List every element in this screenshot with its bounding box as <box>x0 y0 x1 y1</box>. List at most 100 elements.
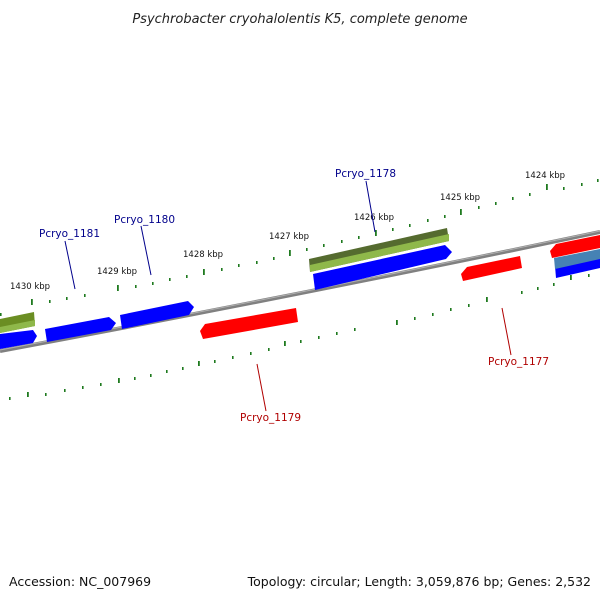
tick-minor <box>537 287 539 290</box>
scale-label-1427: 1427 kbp <box>269 232 309 242</box>
tick-minor <box>588 274 590 277</box>
tick-minor <box>150 374 152 377</box>
tick-minor <box>478 206 480 209</box>
tick-minor <box>521 291 523 294</box>
inner-tick-row <box>9 274 590 400</box>
tick-major <box>117 285 119 291</box>
tick-major <box>203 269 205 275</box>
tick-minor <box>134 377 136 380</box>
tick-minor <box>0 313 2 316</box>
tick-major <box>396 320 398 325</box>
genome-backbone <box>0 230 600 353</box>
tick-minor <box>273 257 275 260</box>
tick-minor <box>166 370 168 373</box>
tick-minor <box>354 328 356 331</box>
tick-minor <box>135 285 137 288</box>
tick-minor <box>529 193 531 196</box>
tick-minor <box>9 397 11 400</box>
tick-minor <box>318 336 320 339</box>
cds-reverse-pcryo-1179 <box>200 308 298 339</box>
scale-label-1430: 1430 kbp <box>10 282 50 292</box>
tick-major <box>27 392 29 397</box>
tick-minor <box>100 383 102 386</box>
tick-minor <box>392 228 394 231</box>
tick-major <box>284 341 286 346</box>
tick-minor <box>495 202 497 205</box>
cds-reverse-pcryo-1177 <box>461 256 522 281</box>
olive-feature-left-shade <box>0 320 35 333</box>
tick-major <box>118 378 120 383</box>
tick-minor <box>221 268 223 271</box>
scale-labels: 1430 kbp 1429 kbp 1428 kbp 1427 kbp 1426… <box>10 171 565 292</box>
tick-major <box>375 230 377 236</box>
tick-minor <box>450 308 452 311</box>
tick-minor <box>49 300 51 303</box>
cds-forward-pcryo-1180 <box>120 301 194 329</box>
tick-minor <box>256 261 258 264</box>
scale-label-1424: 1424 kbp <box>525 171 565 181</box>
tick-minor <box>300 340 302 343</box>
gene-label-pcryo-1177: Pcryo_1177 <box>488 356 549 368</box>
tick-minor <box>468 304 470 307</box>
tick-minor <box>409 224 411 227</box>
cds-forward-pcryo-1181 <box>45 317 116 342</box>
map-title: Psychrobacter cryohalolentis K5, complet… <box>132 12 467 27</box>
accession-text: Accession: NC_007969 <box>9 574 151 589</box>
tick-minor <box>66 297 68 300</box>
callout-pcryo-1180 <box>140 225 152 276</box>
tick-minor <box>186 275 188 278</box>
tick-minor <box>182 367 184 370</box>
tick-minor <box>64 389 66 392</box>
gene-label-pcryo-1178: Pcryo_1178 <box>335 168 396 180</box>
steelblue-feature-right-edge <box>554 249 600 269</box>
cds-forward-pcryo-1178 <box>313 245 452 290</box>
tick-minor <box>82 386 84 389</box>
tick-minor <box>341 240 343 243</box>
tick-minor <box>250 352 252 355</box>
olive-feature-pcryo-1178-shade <box>310 234 449 272</box>
tick-minor <box>323 244 325 247</box>
scale-label-1429: 1429 kbp <box>97 267 137 277</box>
tick-major <box>570 275 572 280</box>
gene-labels: Pcryo_1181 Pcryo_1180 Pcryo_1178 Pcryo_1… <box>39 168 549 424</box>
tick-minor <box>268 348 270 351</box>
tick-major <box>460 209 462 215</box>
tick-minor <box>45 393 47 396</box>
genome-summary-text: Topology: circular; Length: 3,059,876 bp… <box>247 574 591 589</box>
gene-label-pcryo-1180: Pcryo_1180 <box>114 214 175 226</box>
callout-pcryo-1177 <box>501 307 512 356</box>
tick-major <box>289 250 291 256</box>
cds-forward-left-edge <box>0 330 37 349</box>
callout-pcryo-1178 <box>365 180 376 233</box>
tick-minor <box>512 197 514 200</box>
tick-minor <box>444 215 446 218</box>
tick-major <box>198 361 200 366</box>
olive-feature-track <box>0 228 449 333</box>
tick-minor <box>432 313 434 316</box>
tick-minor <box>597 179 599 182</box>
cds-reverse-right-edge <box>550 235 600 258</box>
callout-pcryo-1179 <box>256 363 267 412</box>
tick-minor <box>214 360 216 363</box>
tick-minor <box>336 332 338 335</box>
tick-minor <box>358 236 360 239</box>
scale-label-1428: 1428 kbp <box>183 250 223 260</box>
tick-minor <box>427 219 429 222</box>
callout-pcryo-1181 <box>64 240 76 290</box>
callout-lines <box>64 180 512 412</box>
tick-major <box>31 299 33 305</box>
tick-minor <box>563 187 565 190</box>
tick-minor <box>169 278 171 281</box>
tick-minor <box>84 294 86 297</box>
tick-minor <box>581 183 583 186</box>
gene-label-pcryo-1179: Pcryo_1179 <box>240 412 301 424</box>
scale-label-1425: 1425 kbp <box>440 193 480 203</box>
tick-major <box>486 297 488 302</box>
tick-minor <box>414 317 416 320</box>
tick-minor <box>232 356 234 359</box>
tick-minor <box>238 264 240 267</box>
tick-minor <box>553 283 555 286</box>
outer-tick-row <box>0 179 599 316</box>
scale-label-1426: 1426 kbp <box>354 213 394 223</box>
